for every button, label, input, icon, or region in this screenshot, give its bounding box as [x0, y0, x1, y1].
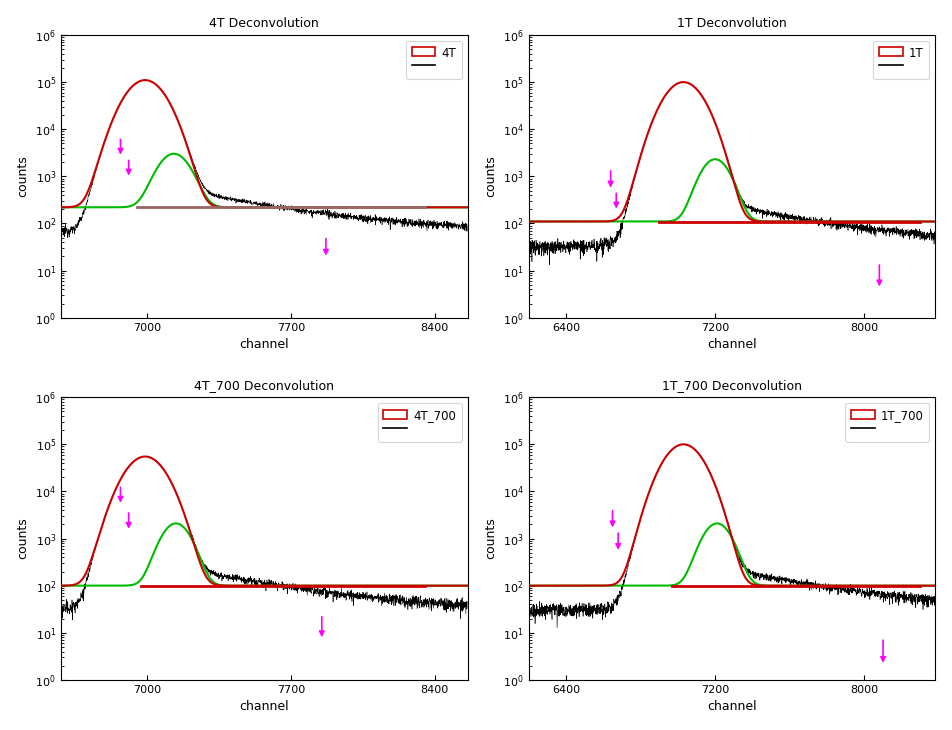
Y-axis label: counts: counts: [17, 518, 30, 559]
Title: 4T Deconvolution: 4T Deconvolution: [209, 17, 319, 30]
Title: 4T_700 Deconvolution: 4T_700 Deconvolution: [194, 379, 334, 392]
Title: 1T_700 Deconvolution: 1T_700 Deconvolution: [662, 379, 802, 392]
X-axis label: channel: channel: [240, 338, 289, 351]
X-axis label: channel: channel: [707, 700, 757, 713]
Title: 1T Deconvolution: 1T Deconvolution: [677, 17, 786, 30]
X-axis label: channel: channel: [707, 338, 757, 351]
Y-axis label: counts: counts: [485, 155, 497, 197]
Legend: 4T, : 4T,: [406, 41, 462, 80]
Legend: 1T_700, : 1T_700,: [845, 403, 929, 442]
X-axis label: channel: channel: [240, 700, 289, 713]
Legend: 1T, : 1T,: [873, 41, 929, 80]
Legend: 4T_700, : 4T_700,: [378, 403, 462, 442]
Y-axis label: counts: counts: [17, 155, 30, 197]
Y-axis label: counts: counts: [485, 518, 497, 559]
